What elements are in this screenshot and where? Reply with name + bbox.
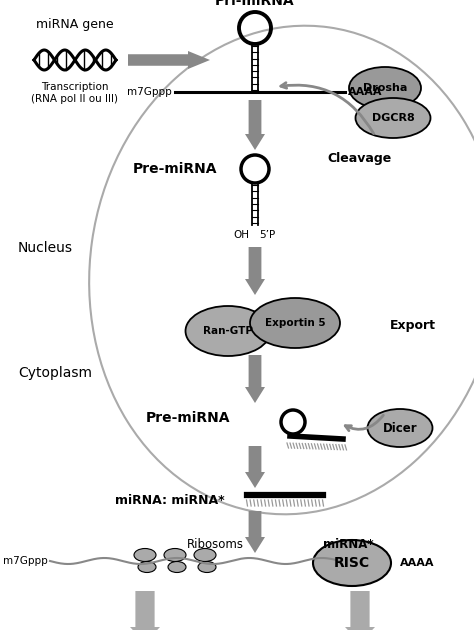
Ellipse shape: [356, 98, 430, 138]
Text: AAAA: AAAA: [400, 558, 435, 568]
Text: miRNA*: miRNA*: [323, 538, 374, 551]
Polygon shape: [245, 355, 265, 403]
Text: DGCR8: DGCR8: [372, 113, 414, 123]
Ellipse shape: [164, 549, 186, 561]
Text: Nucleus: Nucleus: [18, 241, 73, 255]
Text: Ribosoms: Ribosoms: [186, 538, 244, 551]
Text: Pri-miRNA: Pri-miRNA: [215, 0, 295, 8]
Text: OH: OH: [233, 230, 249, 240]
Text: Cleavage: Cleavage: [328, 152, 392, 165]
Polygon shape: [245, 511, 265, 553]
Text: Exportin 5: Exportin 5: [264, 318, 325, 328]
Polygon shape: [245, 100, 265, 150]
Text: m7Gppp: m7Gppp: [3, 556, 48, 566]
Text: Pre-miRNA: Pre-miRNA: [146, 411, 230, 425]
Text: RISC: RISC: [334, 556, 370, 570]
Ellipse shape: [349, 67, 421, 109]
Polygon shape: [345, 591, 375, 630]
Text: Transcription
(RNA pol II ou III): Transcription (RNA pol II ou III): [31, 82, 118, 103]
Text: Ran-GTP: Ran-GTP: [203, 326, 253, 336]
Text: 5’P: 5’P: [259, 230, 275, 240]
Polygon shape: [245, 446, 265, 488]
Polygon shape: [130, 591, 160, 630]
Text: Drosha: Drosha: [363, 83, 407, 93]
Text: Cytoplasm: Cytoplasm: [18, 366, 92, 380]
Text: m7Gppp: m7Gppp: [127, 87, 172, 97]
Text: Dicer: Dicer: [383, 421, 417, 435]
Ellipse shape: [168, 561, 186, 573]
Ellipse shape: [198, 561, 216, 573]
Ellipse shape: [367, 409, 432, 447]
Ellipse shape: [313, 540, 391, 586]
Text: Pre-miRNA: Pre-miRNA: [133, 162, 217, 176]
Text: miRNA gene: miRNA gene: [36, 18, 114, 31]
Polygon shape: [245, 247, 265, 295]
Ellipse shape: [185, 306, 271, 356]
Ellipse shape: [138, 561, 156, 573]
Text: miRNA: miRNA*: miRNA: miRNA*: [115, 495, 225, 508]
Ellipse shape: [250, 298, 340, 348]
Text: AAAA: AAAA: [348, 87, 383, 97]
Ellipse shape: [134, 549, 156, 561]
Polygon shape: [128, 51, 210, 69]
Text: Export: Export: [390, 319, 436, 331]
Ellipse shape: [194, 549, 216, 561]
